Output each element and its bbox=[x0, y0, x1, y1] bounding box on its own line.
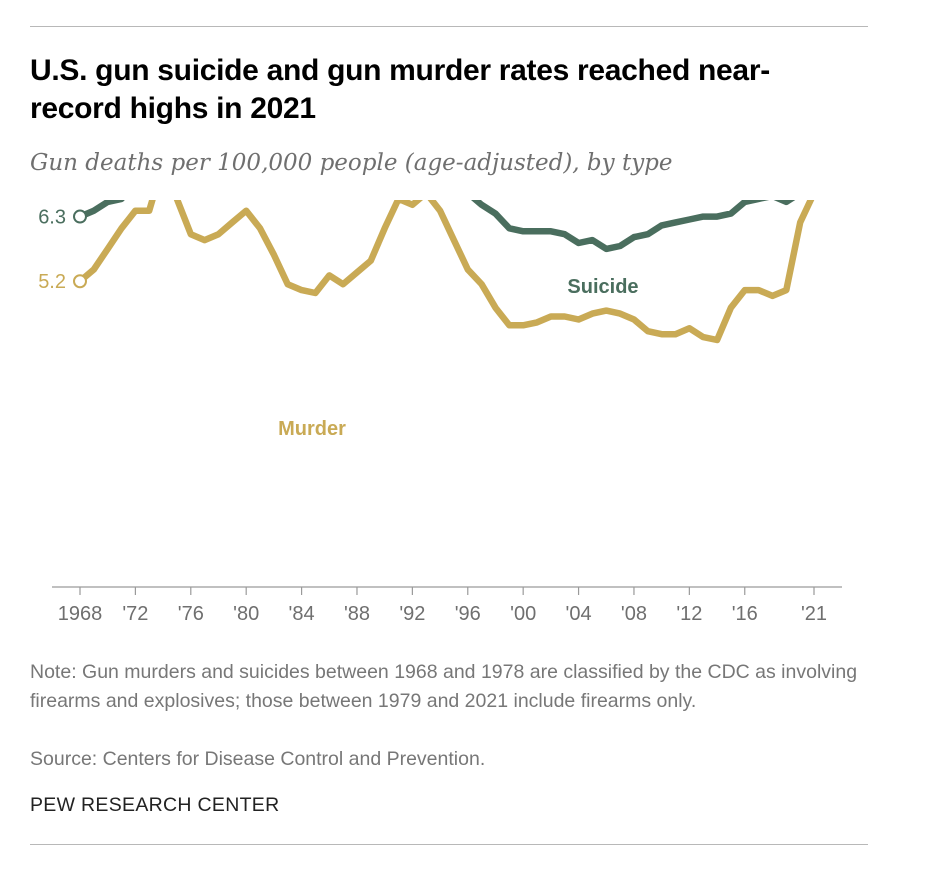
x-tick-label: '80 bbox=[233, 603, 259, 625]
murder-value-label: 6.7 bbox=[832, 200, 860, 205]
chart-title: U.S. gun suicide and gun murder rates re… bbox=[30, 54, 770, 125]
x-tick-label: '08 bbox=[621, 603, 647, 625]
chart-source: Source: Centers for Disease Control and … bbox=[30, 748, 486, 770]
suicide-value-label: 6.3 bbox=[38, 207, 66, 229]
x-tick-label: '84 bbox=[289, 603, 315, 625]
line-chart: 1968 '72 '76 '80 '84 '88 '92 '96 '00 '04 '08 '12 '16… bbox=[38, 200, 860, 625]
brand-name: PEW RESEARCH CENTER bbox=[30, 794, 280, 816]
x-tick-label: '92 bbox=[399, 603, 425, 625]
murder-value-label: 5.2 bbox=[38, 271, 66, 293]
murder-series-label: Murder bbox=[278, 418, 346, 440]
x-tick-label: '88 bbox=[344, 603, 370, 625]
suicide-series-label: Suicide bbox=[567, 276, 638, 298]
x-tick-label: 1968 bbox=[58, 603, 103, 625]
murder-marker bbox=[73, 274, 87, 289]
suicide-marker bbox=[73, 209, 87, 224]
x-tick-label: '76 bbox=[178, 603, 204, 625]
x-tick-label: '96 bbox=[455, 603, 481, 625]
suicide-line bbox=[76, 200, 796, 253]
x-tick-label: '16 bbox=[732, 603, 758, 625]
chart-note: Note: Gun murders and suicides between 1… bbox=[30, 661, 858, 712]
x-tick-label: '21 bbox=[801, 603, 827, 625]
x-tick-label: '00 bbox=[510, 603, 536, 625]
chart-subtitle: Gun deaths per 100,000 people (age-adjus… bbox=[30, 150, 673, 176]
bottom-rule bbox=[30, 844, 868, 845]
x-tick-label: '12 bbox=[676, 603, 702, 625]
top-rule bbox=[30, 26, 868, 27]
x-tick-label: '72 bbox=[122, 603, 148, 625]
x-tick-label: '04 bbox=[566, 603, 592, 625]
murder-line bbox=[76, 200, 815, 344]
